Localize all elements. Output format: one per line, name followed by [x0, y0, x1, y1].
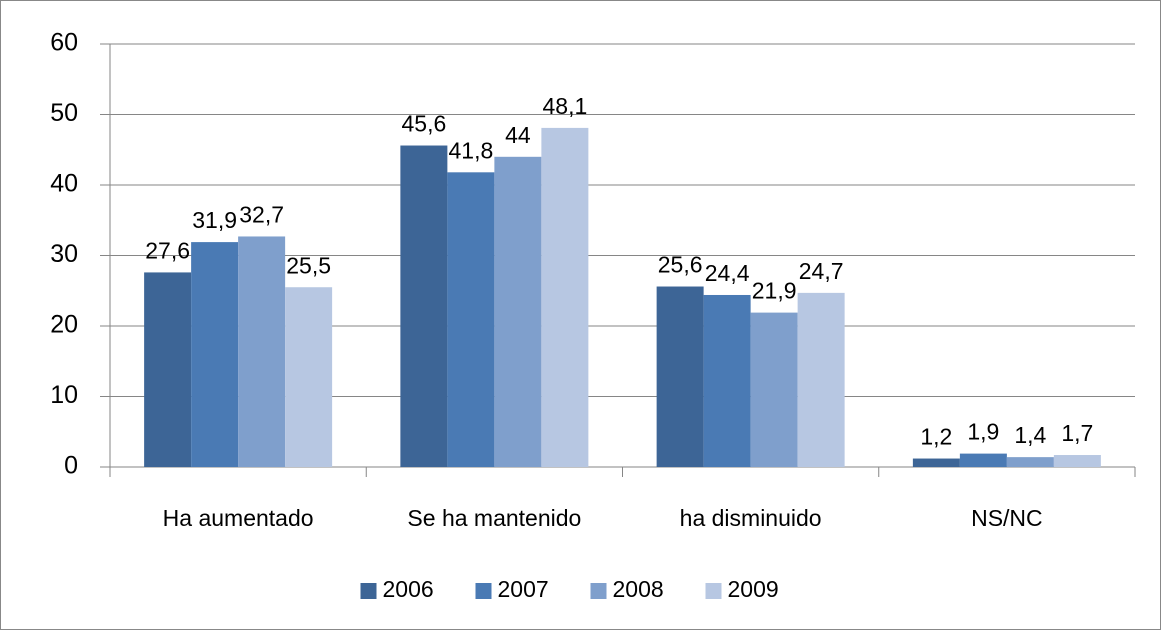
value-label: 27,6: [145, 237, 190, 263]
bar: [656, 286, 704, 467]
legend-label: 2008: [613, 576, 664, 602]
x-tick-label: Se ha mantenido: [407, 505, 581, 531]
value-label: 1,4: [1014, 422, 1046, 448]
legend-swatch: [475, 583, 492, 599]
y-tick-label: 0: [64, 452, 78, 480]
bar: [400, 145, 448, 467]
bar: [238, 236, 286, 467]
value-label: 21,9: [752, 278, 797, 304]
value-label: 1,2: [920, 424, 952, 450]
value-label: 24,4: [705, 260, 750, 286]
legend-swatch: [590, 583, 607, 599]
value-label: 24,7: [799, 258, 844, 284]
value-label: 41,8: [448, 137, 493, 163]
bar: [285, 287, 333, 467]
y-tick-label: 50: [50, 99, 78, 127]
bar: [1006, 457, 1054, 467]
bar: [912, 458, 960, 467]
value-label: 25,6: [658, 252, 703, 278]
y-tick-label: 40: [50, 170, 78, 198]
bar: [447, 172, 495, 467]
bar: [191, 242, 239, 467]
value-label: 48,1: [542, 93, 587, 119]
bar: [494, 156, 542, 468]
y-tick-label: 30: [50, 240, 78, 268]
legend-swatch: [360, 583, 377, 599]
y-tick-label: 20: [50, 311, 78, 339]
bar: [750, 312, 798, 467]
value-label: 1,9: [967, 419, 999, 445]
y-tick-label: 60: [50, 29, 78, 57]
bar: [541, 127, 589, 468]
legend-swatch: [705, 583, 722, 599]
value-label: 45,6: [401, 111, 446, 137]
value-label: 1,7: [1061, 420, 1093, 446]
legend-label: 2009: [728, 576, 779, 602]
value-label: 32,7: [239, 202, 284, 228]
bar: [1053, 455, 1101, 467]
bar: [959, 453, 1007, 467]
bar: [703, 294, 751, 467]
x-tick-label: ha disminuido: [680, 505, 822, 531]
bar: [797, 292, 845, 467]
x-tick-label: Ha aumentado: [163, 505, 314, 531]
bar: [144, 272, 192, 467]
value-label: 31,9: [192, 207, 237, 233]
x-tick-label: NS/NC: [971, 505, 1043, 531]
legend-label: 2006: [383, 576, 434, 602]
value-label: 25,5: [286, 252, 331, 278]
y-tick-label: 10: [50, 381, 78, 409]
legend-label: 2007: [498, 576, 549, 602]
value-label: 44: [505, 122, 531, 148]
